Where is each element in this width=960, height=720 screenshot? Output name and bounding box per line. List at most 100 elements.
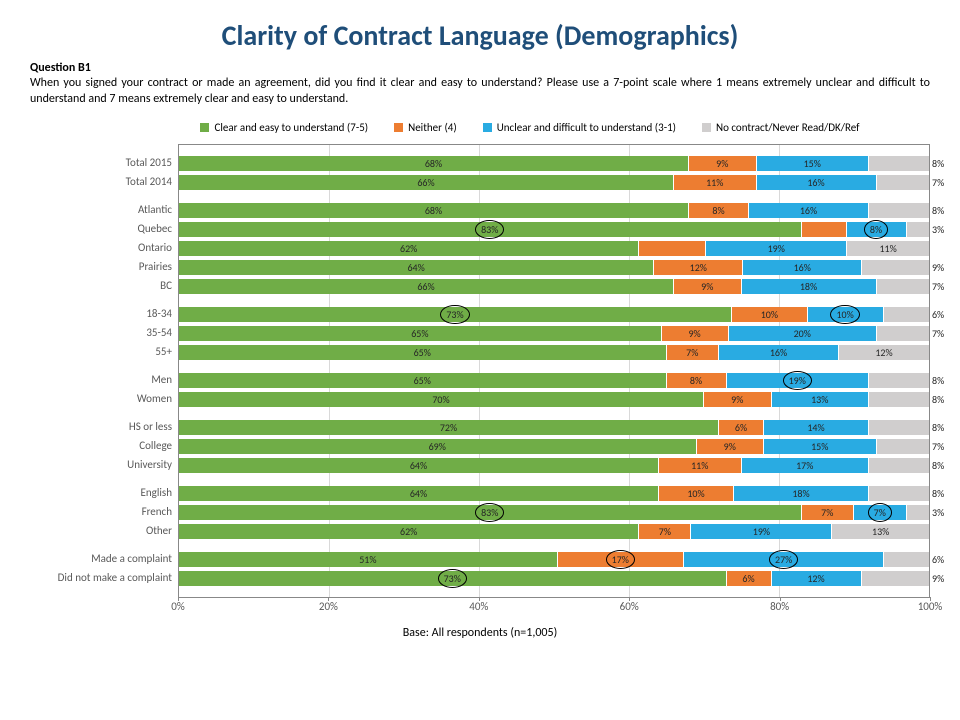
segment-value: 27% bbox=[775, 553, 792, 566]
stacked-bar: 70%9%13%8% bbox=[179, 392, 929, 407]
bar-segment: 18% bbox=[734, 486, 869, 501]
category-label: Did not make a complaint bbox=[30, 568, 172, 587]
bar-segment: 14% bbox=[764, 420, 869, 435]
segment-value: 11% bbox=[706, 176, 723, 189]
stacked-bar: 66%11%16%7% bbox=[179, 175, 929, 190]
stacked-bar: 65%7%16%12% bbox=[179, 345, 929, 360]
bar-segment: 7% bbox=[667, 345, 720, 360]
bar-segment: 10% bbox=[808, 307, 884, 322]
legend-item: Neither (4) bbox=[394, 121, 457, 134]
segment-value: 9% bbox=[724, 440, 736, 453]
bar-segment: 70% bbox=[179, 392, 704, 407]
category-label: Made a complaint bbox=[30, 549, 172, 568]
bar-segment: 66% bbox=[179, 279, 674, 294]
bar-segment: 7% bbox=[639, 524, 691, 539]
bar-segment: 9% bbox=[674, 279, 742, 294]
category-label: 35-54 bbox=[30, 323, 172, 342]
x-axis-label: 100% bbox=[918, 600, 943, 613]
bar-row: 73%10%10%6% bbox=[179, 305, 929, 324]
segment-value: 64% bbox=[410, 459, 427, 472]
bar-segment: 73% bbox=[179, 307, 732, 322]
category-label: 55+ bbox=[30, 342, 172, 361]
segment-value: 17% bbox=[796, 459, 813, 472]
stacked-bar: 64%10%18%8% bbox=[179, 486, 929, 501]
category-label: Women bbox=[30, 389, 172, 408]
bar-segment: 8% bbox=[667, 373, 727, 388]
bar-segment: 8% bbox=[847, 222, 907, 237]
segment-value: 9% bbox=[716, 157, 728, 170]
segment-value: 65% bbox=[414, 346, 431, 359]
segment-value: 19% bbox=[789, 374, 806, 387]
bar-segment: 11% bbox=[659, 458, 742, 473]
bar-segment: 3% bbox=[907, 505, 930, 520]
stacked-bar: 64%12%16%9% bbox=[179, 260, 929, 275]
segment-value: 19% bbox=[768, 242, 785, 255]
segment-value: 66% bbox=[417, 280, 434, 293]
bars-container: 68%9%15%8%66%11%16%7%68%8%16%8%83%8%3%62… bbox=[178, 144, 930, 598]
bar-row: 70%9%13%8% bbox=[179, 390, 929, 409]
bar-segment: 6% bbox=[719, 420, 764, 435]
category-label: HS or less bbox=[30, 417, 172, 436]
bar-row: 68%8%16%8% bbox=[179, 201, 929, 220]
segment-value: 12% bbox=[875, 346, 892, 359]
segment-value: 18% bbox=[800, 280, 817, 293]
segment-value: 83% bbox=[481, 223, 498, 236]
segment-value: 12% bbox=[690, 261, 707, 274]
segment-value: 9% bbox=[688, 327, 700, 340]
bar-segment: 83% bbox=[179, 505, 802, 520]
bar-segment: 8% bbox=[689, 203, 749, 218]
category-label: French bbox=[30, 502, 172, 521]
category-label: Men bbox=[30, 370, 172, 389]
segment-value: 83% bbox=[481, 506, 498, 519]
segment-value: 73% bbox=[444, 572, 461, 585]
bar-row: 62%7%19%13% bbox=[179, 522, 929, 541]
bar-segment: 12% bbox=[772, 571, 862, 586]
bar-row: 65%7%16%12% bbox=[179, 343, 929, 362]
bar-segment: 9% bbox=[862, 571, 930, 586]
x-axis-label: 40% bbox=[469, 600, 488, 613]
bar-segment: 9% bbox=[862, 260, 929, 275]
bar-row: 65%9%20%7% bbox=[179, 324, 929, 343]
legend-label: Neither (4) bbox=[408, 121, 457, 134]
bar-segment: 9% bbox=[689, 156, 757, 171]
legend-swatch bbox=[702, 123, 711, 132]
segment-value: 13% bbox=[872, 525, 889, 538]
segment-value: 8% bbox=[929, 157, 944, 170]
bar-segment: 65% bbox=[179, 373, 667, 388]
bar-segment: 10% bbox=[659, 486, 734, 501]
stacked-bar: 62%19%11% bbox=[179, 241, 929, 256]
segment-value: 72% bbox=[440, 421, 457, 434]
segment-value: 3% bbox=[929, 223, 944, 236]
segment-value: 7% bbox=[874, 506, 886, 519]
segment-value: 9% bbox=[929, 572, 944, 585]
bar-segment: 16% bbox=[743, 260, 862, 275]
stacked-bar: 66%9%18%7% bbox=[179, 279, 929, 294]
segment-value: 62% bbox=[400, 242, 417, 255]
bar-segment: 7% bbox=[877, 175, 930, 190]
segment-value: 20% bbox=[794, 327, 811, 340]
bar-segment: 7% bbox=[854, 505, 907, 520]
bar-segment: 9% bbox=[697, 439, 765, 454]
stacked-bar: 62%7%19%13% bbox=[179, 524, 929, 539]
segment-value: 7% bbox=[929, 176, 944, 189]
bar-segment: 6% bbox=[884, 552, 929, 567]
bar-row: 66%9%18%7% bbox=[179, 277, 929, 296]
bar-segment: 7% bbox=[877, 326, 929, 341]
base-note: Base: All respondents (n=1,005) bbox=[30, 626, 930, 640]
bar-segment: 83% bbox=[179, 222, 802, 237]
legend-swatch bbox=[394, 123, 403, 132]
bar-row: 62%19%11% bbox=[179, 239, 929, 258]
stacked-bar: 65%8%19%8% bbox=[179, 373, 929, 388]
bar-segment: 3% bbox=[907, 222, 930, 237]
stacked-bar: 68%8%16%8% bbox=[179, 203, 929, 218]
segment-value: 6% bbox=[929, 553, 944, 566]
segment-value: 7% bbox=[929, 327, 944, 340]
bar-segment: 17% bbox=[742, 458, 870, 473]
segment-value: 70% bbox=[432, 393, 449, 406]
segment-value: 8% bbox=[929, 393, 944, 406]
bar-row: 64%10%18%8% bbox=[179, 484, 929, 503]
bar-row: 73%6%12%9% bbox=[179, 569, 929, 588]
segment-value: 73% bbox=[446, 308, 463, 321]
bar-segment: 8% bbox=[869, 420, 929, 435]
legend-label: Clear and easy to understand (7-5) bbox=[214, 121, 368, 134]
